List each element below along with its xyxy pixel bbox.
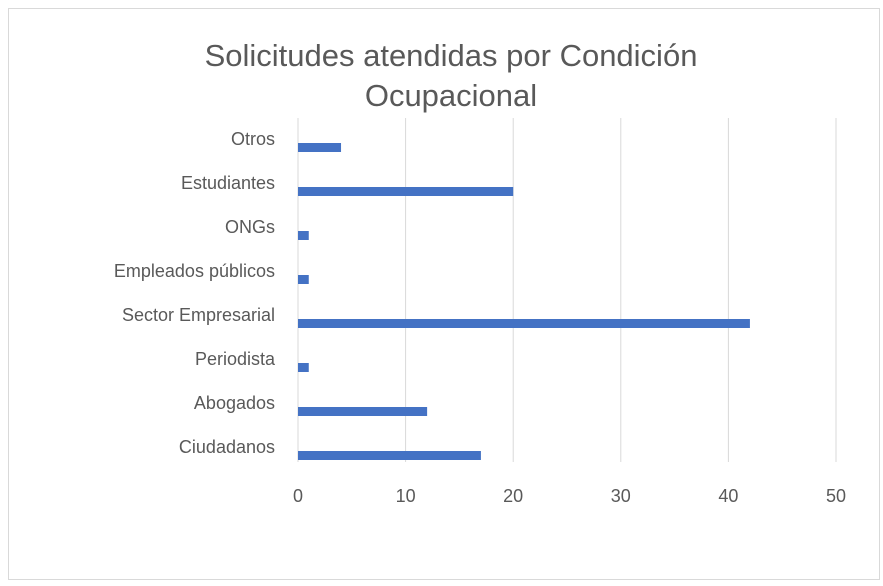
y-tick-label: Otros <box>231 129 275 149</box>
bar <box>298 451 481 460</box>
bar <box>298 407 428 416</box>
bar <box>298 187 514 196</box>
x-tick-label: 30 <box>611 486 631 506</box>
x-tick-label: 10 <box>396 486 416 506</box>
bar <box>298 143 342 152</box>
y-tick-label: Sector Empresarial <box>122 305 275 325</box>
x-tick-label: 20 <box>503 486 523 506</box>
y-tick-label: Periodista <box>195 349 276 369</box>
x-tick-label: 40 <box>718 486 738 506</box>
y-tick-label: ONGs <box>225 217 275 237</box>
y-tick-label: Abogados <box>194 393 275 413</box>
bar <box>298 275 309 284</box>
chart-title: Solicitudes atendidas por Condición Ocup… <box>204 38 698 113</box>
x-tick-label: 0 <box>293 486 303 506</box>
bar <box>298 319 750 328</box>
bar <box>298 231 309 240</box>
y-tick-label: Estudiantes <box>181 173 275 193</box>
bar <box>298 363 309 372</box>
y-tick-label: Ciudadanos <box>179 437 275 457</box>
chart-border <box>8 8 880 580</box>
y-tick-label: Empleados públicos <box>114 261 275 281</box>
x-tick-label: 50 <box>826 486 846 506</box>
